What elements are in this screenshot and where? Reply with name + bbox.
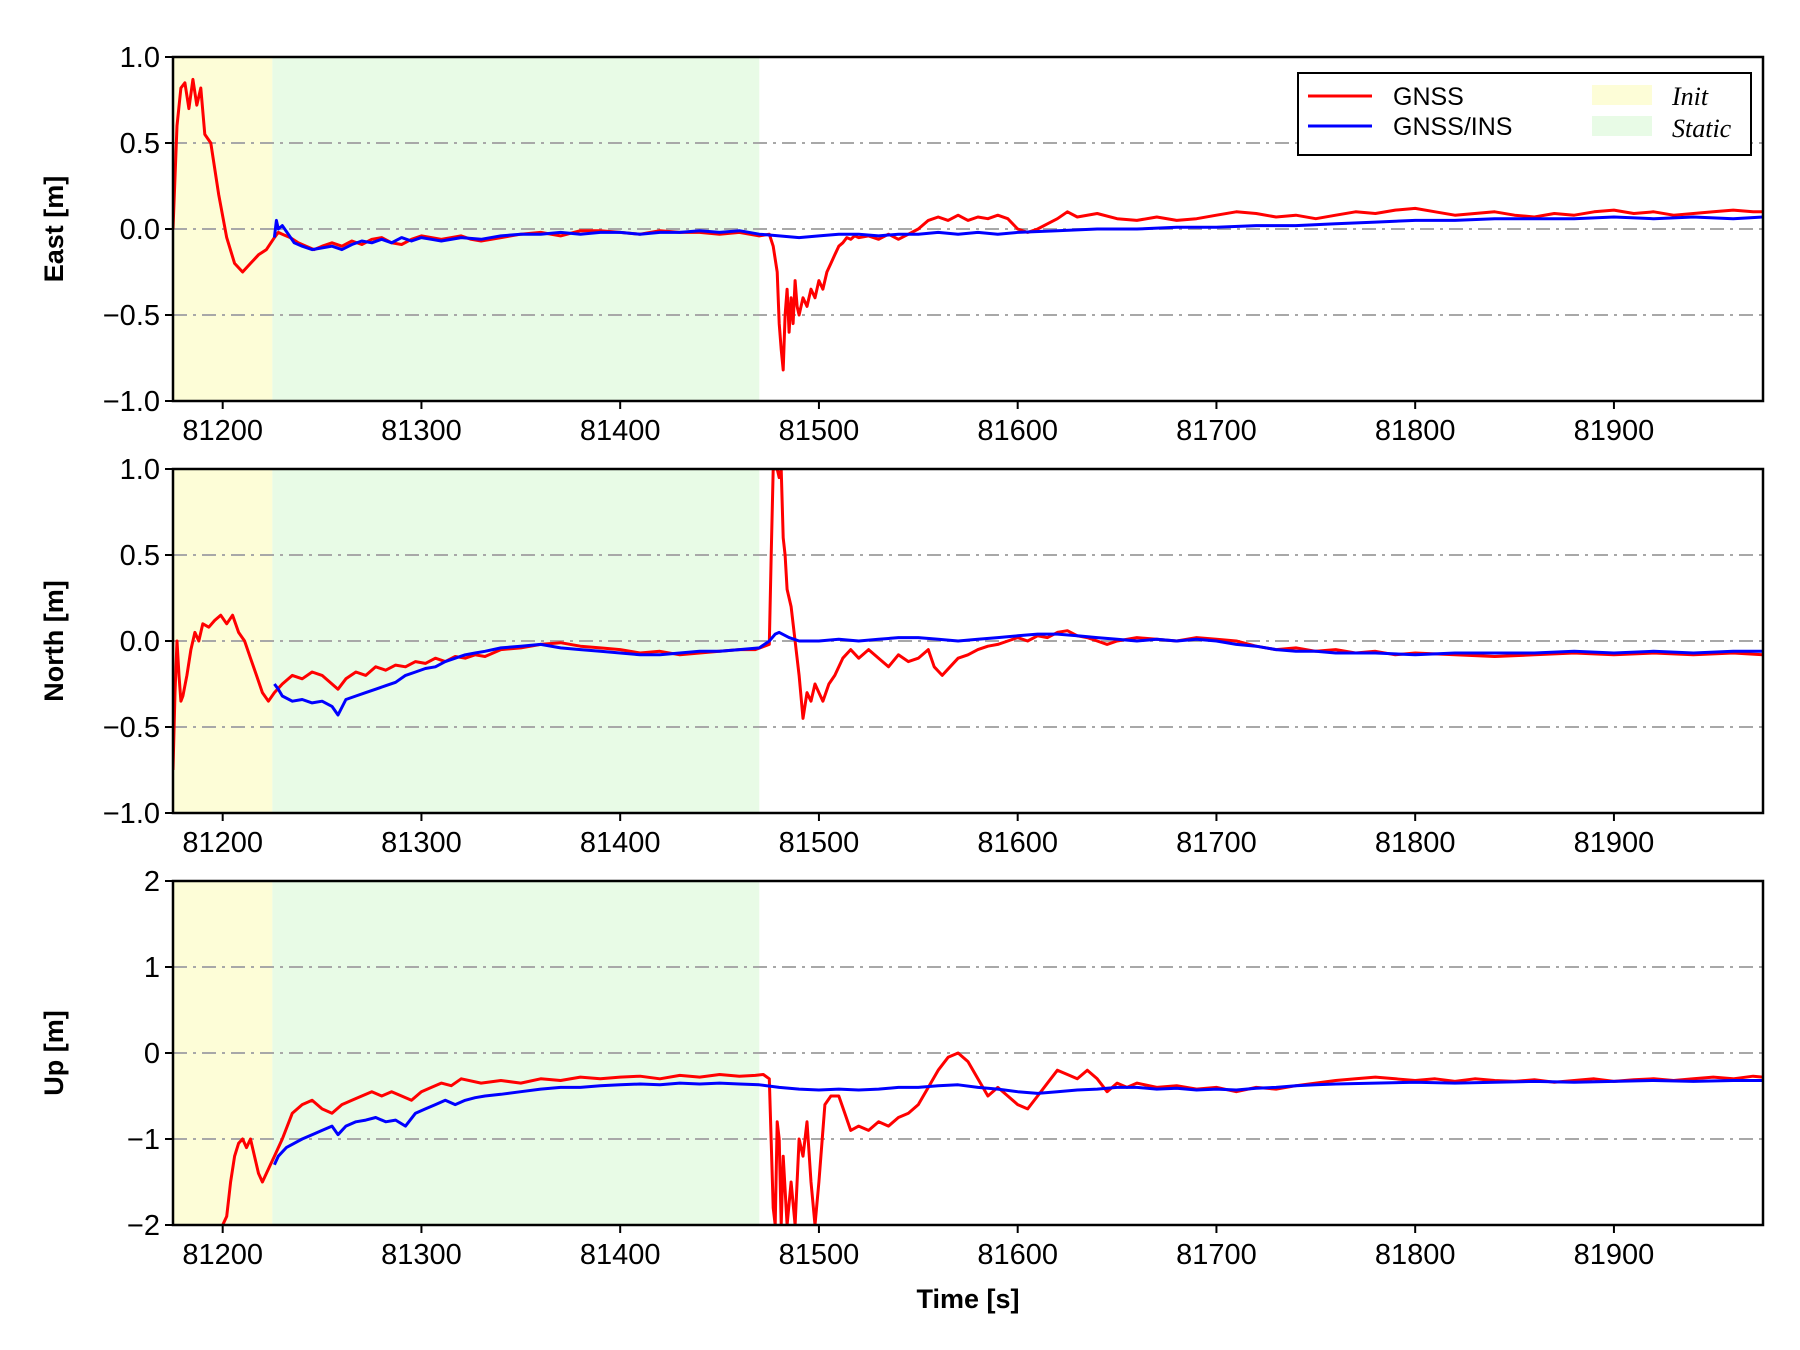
x-tick-label: 81900 [1574, 415, 1655, 447]
plot-area: −1.0 −0.5 0.0 0.5 1.0 81200 81300 81400 81500 816… [103, 454, 1765, 859]
y-tick-label: −2 [127, 1210, 160, 1242]
x-tick-label: 81500 [779, 827, 860, 859]
x-tick-label: 81700 [1176, 1239, 1257, 1271]
x-tick-label: 81400 [580, 415, 661, 447]
y-tick-label: −1.0 [103, 386, 160, 418]
y-tick-label: 1.0 [120, 42, 160, 74]
legend-label-gnss: GNSS [1393, 83, 1464, 111]
x-tick-label: 81700 [1176, 827, 1257, 859]
legend-label-init: Init [1671, 82, 1709, 111]
y-tick-label: 0.0 [120, 214, 160, 246]
series-line-gnss-ins [272, 215, 1763, 252]
y-tick-label: 2 [144, 866, 160, 898]
y-tick-label: 0.0 [120, 626, 160, 658]
series-group [221, 1051, 1763, 1225]
y-axis-label: East [m] [39, 176, 69, 283]
x-tick-label: 81400 [580, 827, 661, 859]
legend-swatch-init [1592, 85, 1652, 105]
plot-area: −2 −1 0 1 2 81200 81300 81400 81500 81600 81700 818… [127, 866, 1765, 1271]
series-line-gnss-ins [273, 630, 1763, 717]
y-tick-label: 0.5 [120, 540, 160, 572]
y-tick-label: 0.5 [120, 128, 160, 160]
y-axis-label: Up [m] [39, 1010, 69, 1095]
y-tick-label: −0.5 [103, 712, 160, 744]
panel-east: −1.0 −0.5 0.0 0.5 1.0 81200 81300 81400 81500 816… [39, 42, 1765, 447]
x-tick-label: 81200 [182, 415, 263, 447]
panel-north: −1.0 −0.5 0.0 0.5 1.0 81200 81300 81400 81500 816… [39, 454, 1765, 859]
legend-swatch-static [1592, 116, 1652, 136]
x-tick-label: 81900 [1574, 1239, 1655, 1271]
y-tick-label: −0.5 [103, 300, 160, 332]
series-line-gnss-ins [273, 1079, 1763, 1166]
x-tick-label: 81600 [977, 827, 1058, 859]
x-tick-label: 81200 [182, 827, 263, 859]
x-axis-label: Time [s] [916, 1284, 1019, 1314]
x-tick-label: 81600 [977, 415, 1058, 447]
x-tick-label: 81300 [381, 827, 462, 859]
x-tick-label: 81400 [580, 1239, 661, 1271]
legend-label-static: Static [1672, 114, 1732, 143]
series-group [173, 469, 1763, 771]
plot-area: −1.0 −0.5 0.0 0.5 1.0 81200 81300 81400 81500 816… [103, 42, 1765, 447]
y-tick-label: −1.0 [103, 798, 160, 830]
x-tick-label: 81500 [779, 1239, 860, 1271]
x-tick-label: 81800 [1375, 415, 1456, 447]
x-tick-label: 81600 [977, 1239, 1058, 1271]
x-tick-label: 81800 [1375, 827, 1456, 859]
x-tick-label: 81300 [381, 415, 462, 447]
series-group [173, 77, 1763, 372]
y-tick-label: 1.0 [120, 454, 160, 486]
x-tick-label: 81700 [1176, 415, 1257, 447]
x-tick-label: 81800 [1375, 1239, 1456, 1271]
y-tick-label: 1 [144, 952, 160, 984]
x-tick-label: 81300 [381, 1239, 462, 1271]
y-tick-label: −1 [127, 1124, 160, 1156]
x-tick-label: 81500 [779, 415, 860, 447]
panel-up: −2 −1 0 1 2 81200 81300 81400 81500 81600 81700 818… [39, 866, 1765, 1271]
legend: GNSS GNSS/INS Init Static [1297, 72, 1752, 156]
y-tick-label: 0 [144, 1038, 160, 1070]
legend-label-gnss-ins: GNSS/INS [1393, 113, 1512, 141]
x-tick-label: 81900 [1574, 827, 1655, 859]
legend-frame [1297, 72, 1752, 156]
series-line-gnss [221, 1051, 1763, 1225]
y-axis-label: North [m] [39, 580, 69, 701]
x-tick-label: 81200 [182, 1239, 263, 1271]
